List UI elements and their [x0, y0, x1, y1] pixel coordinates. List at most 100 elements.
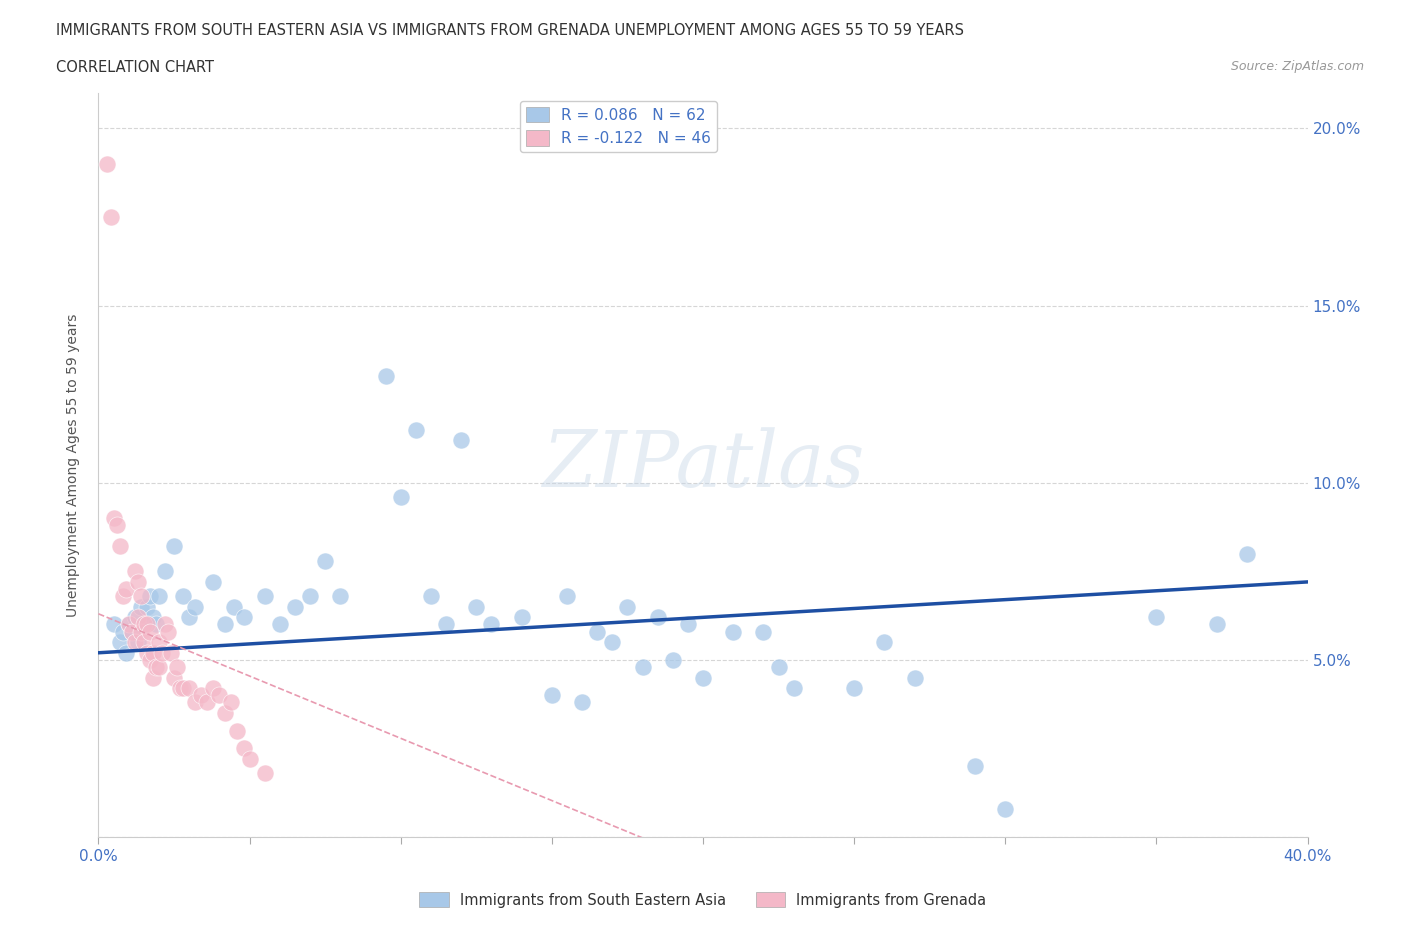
Point — [148, 659, 170, 674]
Point — [465, 599, 488, 614]
Legend: Immigrants from South Eastern Asia, Immigrants from Grenada: Immigrants from South Eastern Asia, Immi… — [413, 886, 993, 913]
Y-axis label: Unemployment Among Ages 55 to 59 years: Unemployment Among Ages 55 to 59 years — [66, 313, 80, 617]
Point — [129, 624, 152, 639]
Point — [768, 659, 790, 674]
Point — [108, 539, 131, 554]
Point — [163, 671, 186, 685]
Point — [1206, 617, 1229, 631]
Point — [124, 634, 146, 649]
Point — [163, 539, 186, 554]
Point — [202, 575, 225, 590]
Point — [555, 589, 578, 604]
Point — [314, 553, 336, 568]
Text: CORRELATION CHART: CORRELATION CHART — [56, 60, 214, 75]
Point — [179, 681, 201, 696]
Point — [190, 688, 212, 703]
Point — [571, 695, 593, 710]
Point — [783, 681, 806, 696]
Point — [692, 671, 714, 685]
Point — [114, 581, 136, 596]
Point — [586, 624, 609, 639]
Point — [135, 599, 157, 614]
Point — [221, 695, 243, 710]
Point — [129, 599, 152, 614]
Point — [184, 695, 207, 710]
Text: IMMIGRANTS FROM SOUTH EASTERN ASIA VS IMMIGRANTS FROM GRENADA UNEMPLOYMENT AMONG: IMMIGRANTS FROM SOUTH EASTERN ASIA VS IM… — [56, 23, 965, 38]
Point — [121, 624, 143, 639]
Point — [139, 589, 162, 604]
Point — [1144, 610, 1167, 625]
Point — [844, 681, 866, 696]
Point — [142, 610, 165, 625]
Point — [208, 688, 231, 703]
Point — [118, 617, 141, 631]
Point — [142, 671, 165, 685]
Legend: R = 0.086   N = 62, R = -0.122   N = 46: R = 0.086 N = 62, R = -0.122 N = 46 — [520, 100, 717, 153]
Point — [103, 617, 125, 631]
Point — [299, 589, 322, 604]
Point — [1236, 546, 1258, 561]
Point — [631, 659, 654, 674]
Point — [284, 599, 307, 614]
Point — [135, 645, 157, 660]
Point — [132, 617, 155, 631]
Point — [127, 610, 149, 625]
Point — [111, 589, 134, 604]
Point — [676, 617, 699, 631]
Point — [103, 511, 125, 525]
Point — [269, 617, 291, 631]
Point — [172, 681, 194, 696]
Point — [132, 634, 155, 649]
Text: Source: ZipAtlas.com: Source: ZipAtlas.com — [1230, 60, 1364, 73]
Point — [132, 617, 155, 631]
Point — [148, 589, 170, 604]
Point — [389, 489, 412, 504]
Point — [616, 599, 638, 614]
Point — [121, 624, 143, 639]
Point — [904, 671, 927, 685]
Point — [153, 564, 176, 578]
Point — [195, 695, 218, 710]
Point — [124, 610, 146, 625]
Point — [873, 634, 896, 649]
Point — [142, 645, 165, 660]
Point — [145, 659, 167, 674]
Point — [172, 589, 194, 604]
Point — [232, 610, 254, 625]
Point — [224, 599, 246, 614]
Point — [118, 617, 141, 631]
Point — [647, 610, 669, 625]
Point — [153, 617, 176, 631]
Point — [965, 759, 987, 774]
Point — [602, 634, 624, 649]
Point — [135, 617, 157, 631]
Point — [420, 589, 443, 604]
Point — [723, 624, 745, 639]
Point — [127, 634, 149, 649]
Point — [139, 653, 162, 668]
Point — [232, 741, 254, 756]
Point — [662, 653, 685, 668]
Point — [253, 589, 276, 604]
Point — [202, 681, 225, 696]
Point — [96, 156, 118, 171]
Text: ZIPatlas: ZIPatlas — [541, 427, 865, 503]
Point — [166, 659, 188, 674]
Point — [214, 617, 236, 631]
Point — [156, 624, 179, 639]
Point — [510, 610, 533, 625]
Point — [179, 610, 201, 625]
Point — [145, 617, 167, 631]
Point — [105, 518, 128, 533]
Point — [150, 645, 173, 660]
Point — [139, 624, 162, 639]
Point — [253, 765, 276, 780]
Point — [434, 617, 457, 631]
Point — [148, 634, 170, 649]
Point — [160, 645, 183, 660]
Point — [100, 209, 122, 224]
Point — [226, 724, 249, 738]
Point — [752, 624, 775, 639]
Point — [994, 802, 1017, 817]
Point — [481, 617, 503, 631]
